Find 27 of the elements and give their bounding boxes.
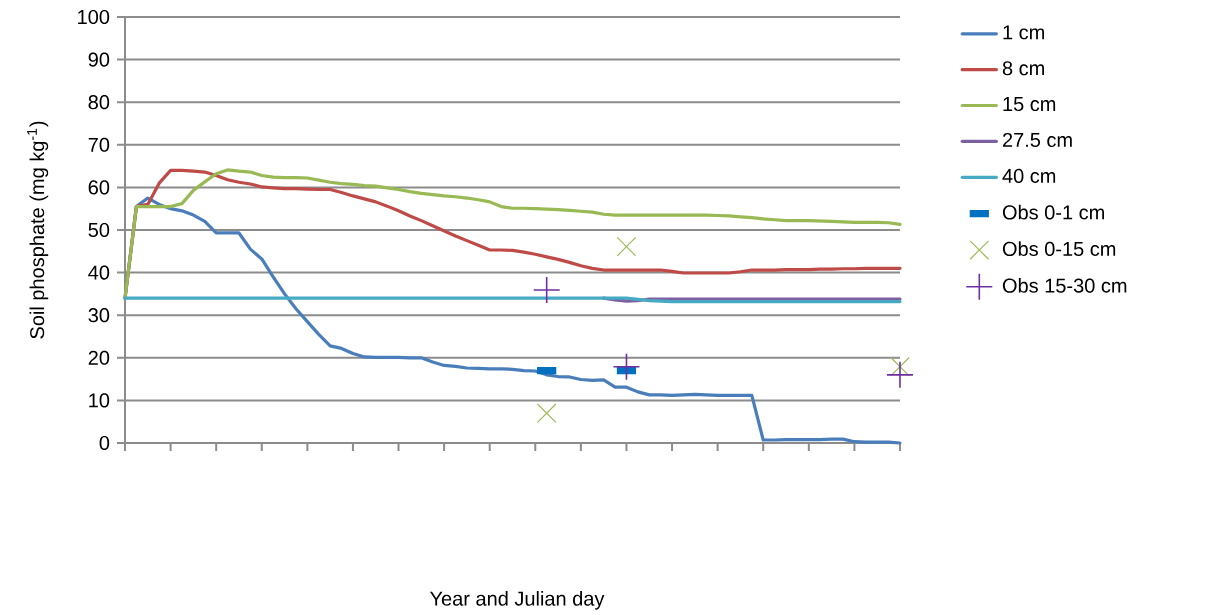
y-tick-label: 60 xyxy=(88,180,110,195)
y-tick-label: 50 xyxy=(88,222,110,238)
y-tick-label: 100 xyxy=(78,9,110,25)
legend-label: 40 cm xyxy=(1002,168,1056,183)
y-tick-label: 30 xyxy=(88,308,110,323)
y-tick-label: 40 xyxy=(88,265,110,280)
legend-label: 8 cm xyxy=(1002,61,1044,76)
legend-label: 15 cm xyxy=(1003,97,1056,112)
legend-label: Obs 0-15 cm xyxy=(1002,241,1116,256)
y-tick-label: 10 xyxy=(89,393,110,408)
point xyxy=(533,277,560,304)
legend-label: Obs 15-30 cm xyxy=(1002,278,1127,293)
y-axis-title: Soil phosphate (mg kg$^{-1}$) xyxy=(27,121,49,339)
point xyxy=(616,236,637,257)
point xyxy=(890,356,910,377)
y-tick-label: 70 xyxy=(88,137,110,152)
y-tick-label: 20 xyxy=(88,350,110,365)
y-tick-label: 0 xyxy=(99,435,110,451)
legend-label: 1 cm xyxy=(1003,25,1044,40)
y-tick-label: 80 xyxy=(88,95,110,110)
point xyxy=(536,403,557,423)
y-tick-label: 90 xyxy=(88,52,110,67)
point xyxy=(886,361,913,388)
text: Year and Julian day xyxy=(429,591,605,610)
legend-label: 27.5 cm xyxy=(1002,132,1072,148)
legend-label: Obs 0-1 cm xyxy=(1002,204,1104,220)
point xyxy=(613,353,640,380)
